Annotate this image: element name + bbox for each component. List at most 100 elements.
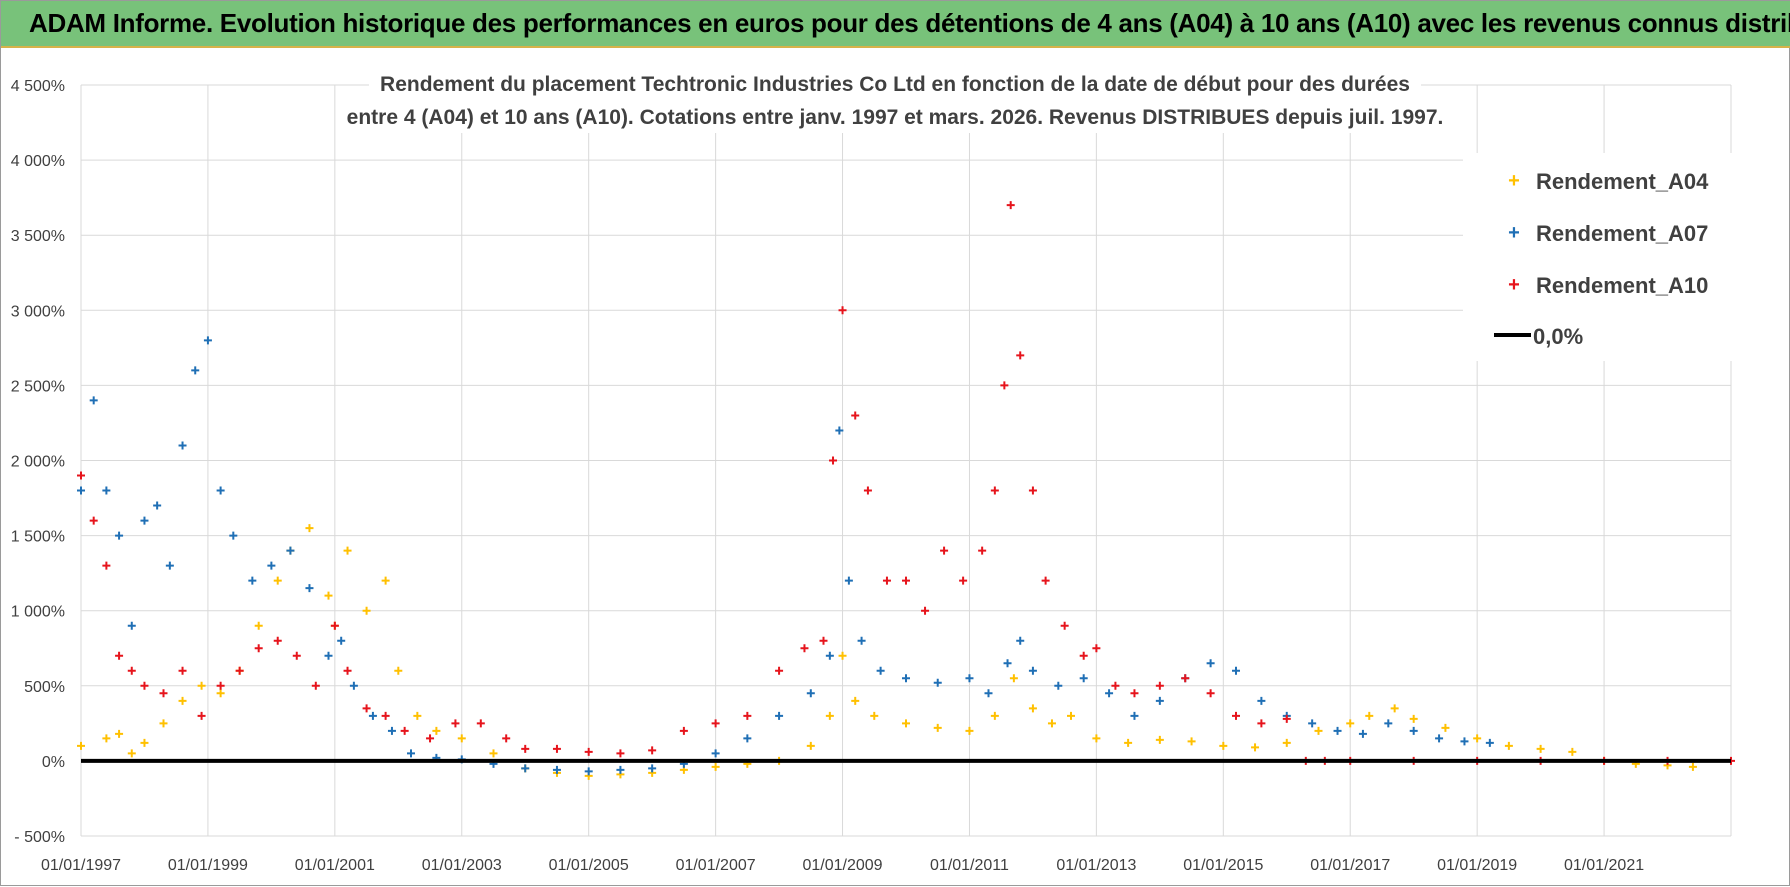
data-point-a04 <box>1187 737 1196 746</box>
data-point-a07 <box>1130 711 1139 720</box>
data-point-a07 <box>984 689 993 698</box>
data-point-a07 <box>248 576 257 585</box>
data-point-a10 <box>216 681 225 690</box>
banner: ADAM Informe. Evolution historique des p… <box>1 1 1790 48</box>
data-point-a07 <box>407 749 415 758</box>
data-point-a10 <box>616 749 625 758</box>
legend-label-zero: 0,0% <box>1533 324 1583 349</box>
data-point-a10 <box>89 516 98 525</box>
data-point-a04 <box>1390 704 1399 713</box>
data-point-a07 <box>349 681 358 690</box>
data-point-a04 <box>1441 723 1450 732</box>
x-tick-label: 01/01/2001 <box>295 857 375 874</box>
data-point-a07 <box>1105 689 1114 698</box>
data-point-a10 <box>1155 681 1164 690</box>
data-point-a10 <box>1079 651 1088 660</box>
data-point-a04 <box>413 711 422 720</box>
data-point-a10 <box>1232 711 1240 720</box>
x-tick-label: 01/01/1999 <box>168 857 248 874</box>
data-point-a10 <box>882 576 891 585</box>
data-point-a10 <box>1257 719 1266 728</box>
data-point-a07 <box>1257 696 1266 705</box>
data-point-a04 <box>381 576 390 585</box>
chart-title-line-1: Rendement du placement Techtronic Indust… <box>380 73 1410 96</box>
data-point-a10 <box>1028 486 1037 495</box>
y-tick-label: 2 000% <box>11 454 65 471</box>
data-point-a10 <box>502 734 511 743</box>
data-point-a04 <box>1155 735 1164 744</box>
data-point-a07 <box>1409 726 1418 735</box>
data-point-a04 <box>933 723 942 732</box>
data-point-a07 <box>552 765 561 774</box>
data-point-a10 <box>102 561 111 570</box>
data-point-a10 <box>851 411 860 420</box>
data-point-a10 <box>743 711 752 720</box>
data-point-a07 <box>857 636 866 645</box>
data-point-a07 <box>825 651 834 660</box>
data-point-a10 <box>1111 681 1120 690</box>
data-point-a07 <box>806 689 815 698</box>
data-point-a04 <box>1028 704 1037 713</box>
chart-title-line-2: entre 4 (A04) et 10 ans (A10). Cotations… <box>347 106 1444 129</box>
y-tick-label: 1 000% <box>11 604 65 621</box>
data-point-a10 <box>77 471 85 480</box>
data-point-a10 <box>451 719 460 728</box>
data-point-a10 <box>292 651 301 660</box>
data-point-a04 <box>1282 738 1291 747</box>
legend-label-a07: Rendement_A07 <box>1536 221 1708 246</box>
data-point-a07 <box>286 546 295 555</box>
plot-area <box>77 201 1735 780</box>
data-point-a07 <box>876 666 885 675</box>
data-point-a07 <box>1028 666 1037 675</box>
y-tick-label: 3 000% <box>11 303 65 320</box>
data-point-a10 <box>521 744 530 753</box>
data-point-a04 <box>324 591 333 600</box>
data-point-a07 <box>711 749 720 758</box>
data-point-a07 <box>648 764 657 773</box>
data-point-a10 <box>140 681 149 690</box>
chart-title-background <box>369 65 1421 133</box>
data-point-a07 <box>305 584 314 593</box>
data-point-a04 <box>1092 734 1101 743</box>
data-point-a04 <box>1409 714 1418 723</box>
data-point-a04 <box>77 741 85 750</box>
data-point-a04 <box>902 719 910 728</box>
data-point-a10 <box>426 734 435 743</box>
data-point-a10 <box>1000 381 1009 390</box>
x-tick-label: 01/01/2005 <box>549 857 629 874</box>
data-point-a10 <box>235 666 244 675</box>
data-point-a10 <box>552 744 561 753</box>
data-point-a10 <box>178 666 187 675</box>
data-point-a10 <box>775 666 784 675</box>
data-point-a10 <box>476 719 485 728</box>
data-point-a07 <box>267 561 276 570</box>
x-tick-label: 01/01/2017 <box>1310 857 1390 874</box>
data-point-a10 <box>362 704 371 713</box>
data-point-a04 <box>1009 674 1018 683</box>
data-point-a10 <box>254 644 263 653</box>
data-point-a10 <box>330 621 339 630</box>
data-point-a10 <box>679 726 688 735</box>
data-point-a10 <box>381 711 390 720</box>
data-point-a04 <box>1219 741 1228 750</box>
data-point-a10 <box>819 636 828 645</box>
data-point-a04 <box>965 726 974 735</box>
data-point-a10 <box>921 606 930 615</box>
data-point-a07 <box>1155 696 1164 705</box>
data-point-a04 <box>1124 738 1133 747</box>
data-point-a07 <box>844 576 853 585</box>
series-a07 <box>77 336 1494 776</box>
data-point-a07 <box>165 561 174 570</box>
y-tick-label: 3 500% <box>11 228 65 245</box>
data-point-a04 <box>851 696 860 705</box>
data-point-a04 <box>197 681 206 690</box>
data-point-a04 <box>178 696 187 705</box>
data-point-a07 <box>933 678 942 687</box>
data-point-a07 <box>1206 659 1215 668</box>
data-point-a10 <box>584 747 593 756</box>
y-tick-label: 1 500% <box>11 529 65 546</box>
data-point-a10 <box>197 711 206 720</box>
data-point-a04 <box>825 711 834 720</box>
data-point-a07 <box>191 366 200 375</box>
